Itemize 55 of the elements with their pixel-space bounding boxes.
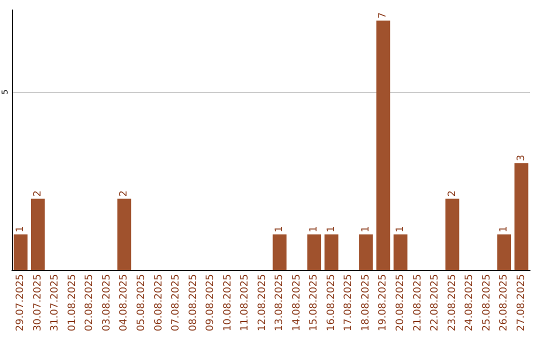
bar [14, 234, 28, 270]
x-tick-label: 31.07.2025 [50, 274, 61, 332]
x-tick-label: 14.08.2025 [291, 274, 302, 332]
data-label: 3 [516, 154, 527, 162]
bar [394, 234, 408, 270]
x-tick-label: 13.08.2025 [274, 274, 286, 332]
x-tick-label: 17.08.2025 [343, 274, 354, 332]
data-label: 2 [446, 190, 458, 197]
data-label: 2 [32, 190, 44, 197]
x-tick-label: 04.08.2025 [118, 274, 130, 332]
bar [359, 234, 373, 270]
data-label: 1 [326, 226, 337, 232]
x-tick-label: 26.08.2025 [498, 274, 510, 332]
data-label: 1 [360, 226, 372, 232]
x-tick-label: 18.08.2025 [360, 274, 372, 332]
x-tick-label: 10.08.2025 [222, 274, 234, 332]
x-tick-label: 06.08.2025 [153, 274, 164, 332]
bar [272, 234, 287, 270]
x-tick-label: 03.08.2025 [101, 274, 112, 332]
x-tick-label: 16.08.2025 [326, 274, 337, 332]
x-tick-label: 19.08.2025 [378, 274, 389, 332]
x-tick-label: 01.08.2025 [66, 274, 78, 332]
x-tick-label: 24.08.2025 [464, 274, 476, 332]
bar [514, 163, 528, 270]
bar [445, 198, 460, 270]
data-label: 1 [395, 226, 406, 232]
x-tick-label: 25.08.2025 [481, 274, 492, 332]
bar [497, 234, 512, 270]
x-tick-label: 29.07.2025 [15, 274, 26, 332]
x-tick-label: 02.08.2025 [84, 274, 96, 332]
x-tick-label: 07.08.2025 [170, 274, 182, 332]
x-tick-label: 15.08.2025 [308, 274, 320, 332]
data-label: 7 [378, 12, 389, 19]
x-tick-label: 23.08.2025 [446, 274, 458, 332]
x-tick-label: 21.08.2025 [412, 274, 424, 332]
x-tick-label: 20.08.2025 [395, 274, 406, 332]
data-label: 1 [308, 226, 320, 232]
data-label: 1 [274, 226, 286, 232]
data-label: 2 [118, 190, 130, 197]
x-tick-label: 30.07.2025 [32, 274, 44, 332]
x-tick-label: 11.08.2025 [240, 274, 251, 332]
y-tick-label: 5 [0, 89, 10, 94]
bar [307, 234, 322, 270]
bar [117, 198, 132, 270]
x-tick-label: 22.08.2025 [430, 274, 441, 332]
x-tick-label: 05.08.2025 [136, 274, 147, 332]
data-label: 1 [15, 226, 26, 232]
bar [324, 234, 338, 270]
bar [376, 20, 390, 270]
x-tick-label: 12.08.2025 [256, 274, 268, 332]
data-label: 1 [498, 226, 510, 232]
x-tick-label: 09.08.2025 [205, 274, 216, 332]
x-tick-label: 08.08.2025 [188, 274, 199, 332]
x-tick-label: 27.08.2025 [516, 274, 527, 332]
bar [30, 198, 45, 270]
